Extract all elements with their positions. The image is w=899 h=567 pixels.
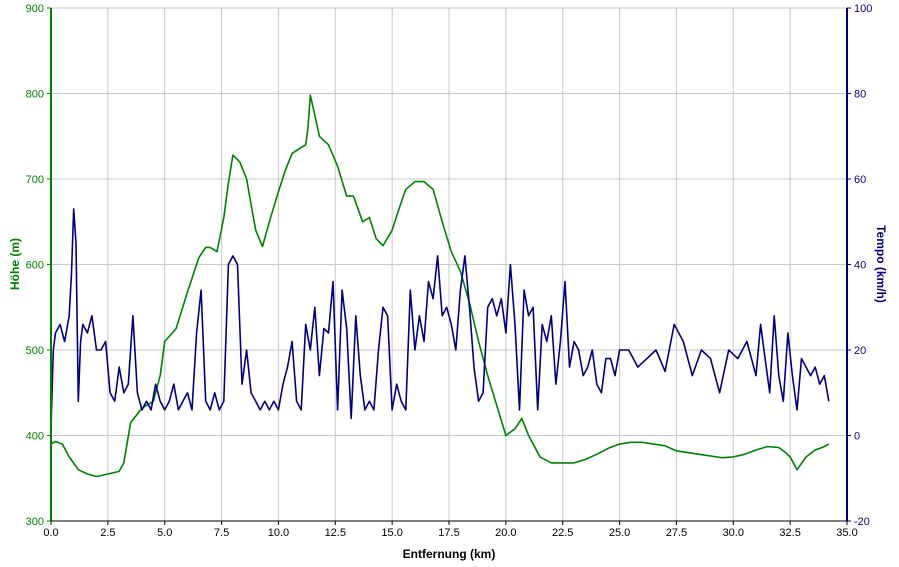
x-tick-label: 10.0 [268, 527, 289, 539]
y-left-tick-label: 600 [26, 260, 44, 272]
y-left-tick-label: 900 [26, 3, 44, 15]
x-tick-label: 25.0 [609, 527, 630, 539]
x-tick-label: 35.0 [836, 527, 857, 539]
x-axis-title: Entfernung (km) [403, 547, 496, 561]
axes [47, 7, 851, 525]
y-left-tick-label: 300 [26, 516, 44, 528]
x-tick-label: 15.0 [381, 527, 402, 539]
y-left-tick-label: 800 [26, 89, 44, 101]
y-right-tick-label: 40 [854, 260, 866, 272]
x-tick-label: 2.5 [100, 527, 115, 539]
y-left-tick-label: 700 [26, 174, 44, 186]
x-tick-label: 30.0 [723, 527, 744, 539]
series-layer [50, 94, 830, 478]
x-tick-label: 0.0 [43, 527, 58, 539]
x-tick-label: 12.5 [325, 527, 346, 539]
tick-labels: 0.0 2.5 5.0 7.5 10.0 12.5 15.0 17.5 20.0 22.5 25.0… [26, 3, 873, 539]
y-axis-left-title: Höhe (m) [8, 238, 22, 290]
y-right-tick-label: 20 [854, 345, 866, 357]
x-tick-label: 32.5 [779, 527, 800, 539]
x-tick-label: 17.5 [438, 527, 459, 539]
grid [51, 7, 848, 521]
y-right-tick-label: 80 [854, 89, 866, 101]
y-axis-right-title: Tempo (km/h) [874, 225, 888, 303]
y-left-tick-label: 400 [26, 431, 44, 443]
x-tick-label: 27.5 [666, 527, 687, 539]
elevation-series-line [50, 94, 830, 478]
y-right-tick-label: 0 [854, 431, 860, 443]
x-tick-label: 5.0 [157, 527, 172, 539]
y-right-tick-label: 60 [854, 174, 866, 186]
x-tick-label: 20.0 [495, 527, 516, 539]
x-tick-label: 22.5 [552, 527, 573, 539]
y-right-tick-label: 100 [854, 3, 872, 15]
y-left-tick-label: 500 [26, 345, 44, 357]
y-right-tick-label: -20 [854, 516, 870, 528]
x-tick-label: 7.5 [214, 527, 229, 539]
speed-series-line [50, 208, 830, 427]
